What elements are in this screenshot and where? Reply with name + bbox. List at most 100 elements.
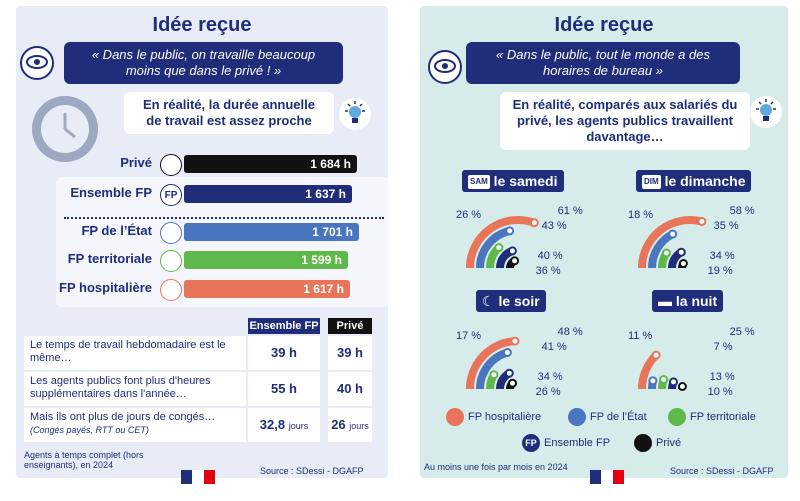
france-map-icon: [160, 250, 182, 272]
radial-end-dot: [677, 382, 687, 391]
prive-leave-value: 26: [331, 417, 346, 432]
radial-value-label: 17 %: [456, 330, 481, 342]
left-reality: En réalité, la durée annuelle de travail…: [124, 92, 334, 134]
table-cell-fp-overtime: 55 h: [248, 372, 320, 406]
bar-label: FP de l’État: [81, 223, 152, 238]
radial-end-dot: [510, 256, 520, 266]
radial-bar-2: [476, 226, 511, 269]
state-building-icon: [568, 408, 586, 426]
radial-value-label: 36 %: [536, 265, 561, 277]
calendar-icon: SAM: [468, 175, 490, 190]
radial-value-label: 26 %: [536, 386, 561, 398]
france-map-icon: [668, 408, 686, 426]
radial-end-dot: [678, 259, 688, 268]
eye-icon: [428, 50, 462, 84]
legend-label: FP hospitalière: [468, 411, 542, 423]
radial-end-dot: [648, 376, 658, 386]
chart-header-nuit: ▬ la nuit: [652, 290, 724, 312]
table-header-ensemble-fp: Ensemble FP: [248, 318, 320, 334]
radial-value-label: 11 %: [628, 330, 652, 342]
legend-label: FP de l’État: [590, 411, 647, 423]
legend-label: Ensemble FP: [544, 437, 611, 449]
lightbulb-icon: [339, 98, 371, 130]
radial-end-dot: [668, 229, 678, 239]
right-reality: En réalité, comparés aux salariés du pri…: [500, 92, 750, 150]
table-cell-fp-leave: 32,8 jours: [248, 408, 320, 442]
chart-title-dimanche: le dimanche: [664, 173, 746, 189]
bar-label: FP hospitalière: [59, 280, 152, 295]
state-building-icon: [160, 222, 182, 244]
chart-title-samedi: le samedi: [493, 173, 558, 189]
hours-bar: 1 599 h: [184, 251, 348, 269]
hours-bar: 1 701 h: [184, 223, 359, 241]
moon-icon: ☾: [482, 293, 495, 309]
eye-icon: [20, 46, 54, 80]
left-source: Source : SDessi - DGAFP: [260, 466, 364, 476]
bed-icon: ▬: [658, 293, 672, 309]
radial-value-label: 10 %: [708, 386, 733, 398]
radial-end-dot: [489, 370, 499, 380]
chart-title-soir: le soir: [498, 293, 540, 309]
chart-title-nuit: la nuit: [675, 293, 718, 309]
radial-end-dot: [659, 375, 669, 384]
radial-value-label: 26 %: [456, 209, 481, 221]
table-row-label-leave: Mais ils ont plus de jours de congés… (C…: [24, 408, 246, 442]
chart-header-samedi: SAM le samedi: [462, 170, 564, 192]
calendar-icon: DIM: [642, 175, 661, 190]
radial-bar-1: [465, 215, 536, 269]
hours-bar: 1 617 h: [184, 280, 350, 298]
fp-badge-icon: FP: [522, 434, 540, 452]
left-infographic-panel: Idée reçue « Dans le public, on travaill…: [16, 6, 390, 484]
radial-value-label: 61 %: [558, 205, 583, 217]
left-footnote: Agents à temps complet (hors enseignants…: [24, 450, 144, 470]
radial-end-dot: [669, 377, 678, 387]
right-source: Source : SDessi - DGAFP: [670, 466, 774, 476]
radial-value-label: 43 %: [542, 220, 567, 232]
table-row-leave-note: (Congés payés, RTT ou CET): [30, 425, 149, 435]
radial-value-label: 40 %: [538, 250, 563, 262]
radial-end-dot: [502, 348, 512, 357]
table-cell-prive-leave: 26 jours: [328, 408, 372, 442]
radial-bar-2: [476, 348, 509, 390]
fp-leave-unit: jours: [288, 421, 309, 431]
table-row-leave-text: Mais ils ont plus de jours de congés…: [30, 411, 216, 423]
building-icon: [634, 434, 652, 452]
legend-label: FP territoriale: [690, 411, 756, 423]
radial-value-label: 25 %: [730, 326, 755, 338]
left-title: Idée reçue: [152, 14, 252, 36]
french-republic-logo: [181, 470, 215, 484]
hours-bar: 1 684 h: [184, 155, 357, 173]
radial-value-label: 34 %: [710, 250, 735, 262]
radial-end-dot: [697, 217, 707, 226]
clock-icon: [32, 96, 98, 162]
radial-charts: 61 % 43 % 26 % 40 % 36 % 58 % 35 % 18 % 34 % 19 %…: [456, 205, 755, 398]
chart-header-soir: ☾ le soir: [476, 290, 546, 312]
radial-value-label: 13 %: [710, 371, 735, 383]
radial-end-dot: [507, 246, 517, 256]
bar-label: Ensemble FP: [70, 185, 152, 200]
table-row-label-weekly: Le temps de travail hebdomadaire est le …: [24, 336, 246, 370]
radial-bar-1: [638, 216, 703, 269]
caduceus-icon: [160, 279, 182, 301]
radial-value-label: 18 %: [628, 209, 653, 221]
dotted-divider: [64, 217, 384, 219]
radial-end-dot: [494, 243, 504, 253]
radial-end-dot: [510, 336, 520, 346]
chart-header-dimanche: DIM le dimanche: [636, 170, 752, 192]
right-footnote: Au moins une fois par mois en 2024: [424, 462, 568, 472]
radial-bar-1: [466, 337, 516, 390]
right-quote: « Dans le public, tout le monde a des ho…: [466, 42, 740, 84]
table-header-prive: Privé: [328, 318, 372, 334]
radial-end-dot: [529, 218, 539, 228]
right-infographic-panel: Idée reçue « Dans le public, tout le mon…: [420, 6, 788, 484]
radial-value-label: 34 %: [538, 371, 563, 383]
fp-leave-value: 32,8: [259, 417, 286, 432]
radial-value-label: 48 %: [558, 326, 583, 338]
table-cell-prive-weekly: 39 h: [328, 336, 372, 370]
lightbulb-icon: [750, 96, 782, 128]
prive-leave-unit: jours: [349, 421, 369, 431]
radial-value-label: 7 %: [714, 341, 733, 353]
radial-end-dot: [508, 378, 517, 388]
bar-label: Privé: [120, 155, 152, 170]
caduceus-icon: [446, 408, 464, 426]
